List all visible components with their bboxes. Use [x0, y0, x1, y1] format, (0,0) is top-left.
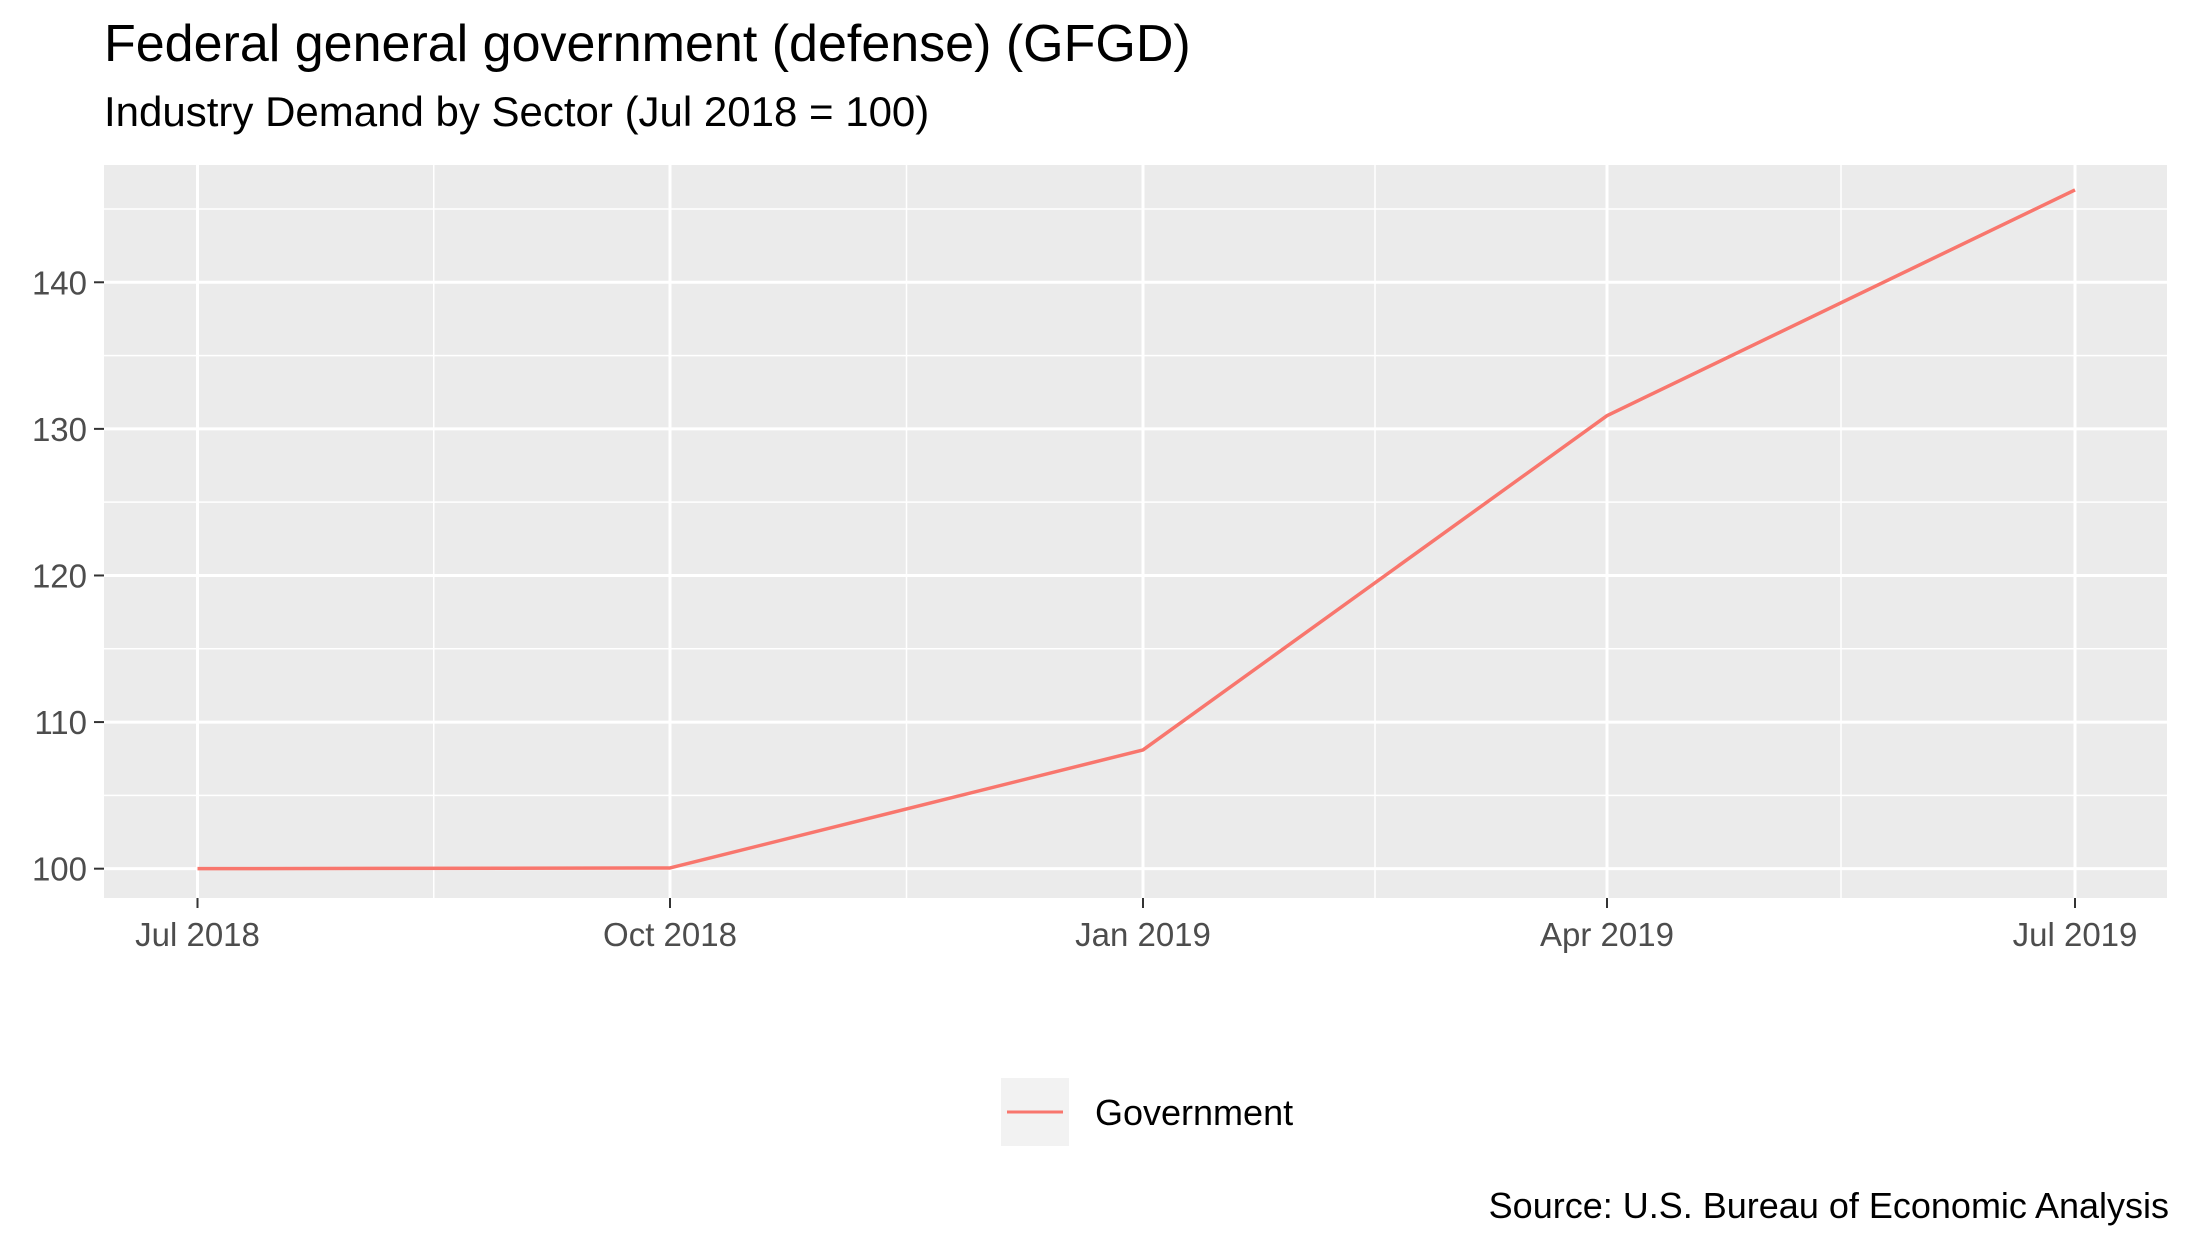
y-tick-label: 120: [32, 557, 87, 594]
x-tick-label: Oct 2018: [603, 916, 737, 953]
axis-labels: Jul 2018 Oct 2018 Jan 2019 Apr 2019 Jul 2019…: [32, 264, 2137, 953]
legend-label-government: Government: [1095, 1092, 1293, 1133]
y-tick-label: 100: [32, 851, 87, 888]
series-layer: [197, 188, 2076, 871]
series-line-government: [197, 188, 2076, 871]
chart-caption: Source: U.S. Bureau of Economic Analysis: [1488, 1185, 2169, 1226]
chart-subtitle: Industry Demand by Sector (Jul 2018 = 10…: [104, 88, 930, 135]
chart-title: Federal general government (defense) (GF…: [104, 15, 1191, 73]
legend: Government: [1001, 1078, 1293, 1146]
x-tick-label: Jul 2018: [135, 916, 260, 953]
x-tick-label: Jan 2019: [1075, 916, 1211, 953]
y-tick-label: 110: [34, 704, 87, 741]
y-tick-label: 140: [32, 264, 87, 301]
plot-panel: [104, 165, 2167, 898]
y-tick-label: 130: [32, 411, 87, 448]
x-tick-label: Jul 2019: [2013, 916, 2138, 953]
x-tick-label: Apr 2019: [1540, 916, 1674, 953]
axis-ticks: [94, 281, 2076, 908]
minor-gridlines: [104, 165, 2167, 898]
